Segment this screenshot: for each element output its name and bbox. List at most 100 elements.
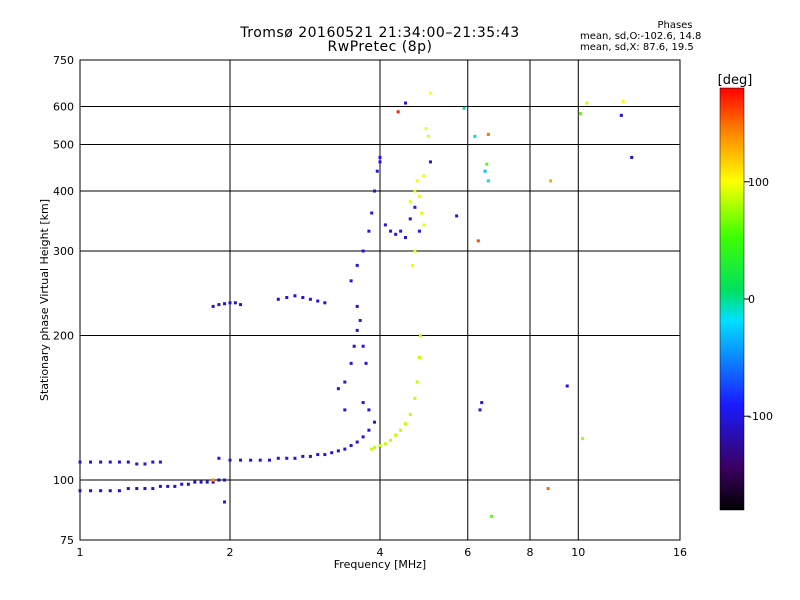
data-point [408, 412, 412, 416]
x-axis-label: Frequency [MHz] [334, 558, 426, 571]
data-point [396, 110, 400, 114]
data-point [239, 458, 243, 462]
data-point [316, 299, 320, 303]
data-point [355, 263, 359, 267]
x-tick-label: 4 [377, 546, 384, 559]
data-point [403, 236, 407, 240]
data-point [336, 387, 340, 391]
data-point [267, 458, 271, 462]
data-point [426, 134, 430, 138]
data-point [490, 514, 494, 518]
data-point [578, 112, 582, 116]
data-point [89, 460, 93, 464]
data-point [78, 489, 82, 493]
data-point [108, 460, 112, 464]
data-point [233, 301, 237, 305]
data-point [373, 189, 377, 193]
data-point [630, 155, 634, 159]
y-tick-label: 400 [53, 185, 74, 198]
x-tick-label: 2 [227, 546, 234, 559]
data-point [486, 179, 490, 183]
data-point [483, 169, 487, 173]
colorbar-label: [deg] [718, 73, 753, 88]
data-point [367, 428, 371, 432]
data-point [364, 361, 368, 365]
data-point [413, 249, 417, 253]
data-point [418, 334, 422, 338]
data-point [258, 458, 262, 462]
data-point [546, 487, 550, 491]
data-point [308, 454, 312, 458]
phases-line2: mean, sd,X: 87.6, 19.5 [580, 42, 694, 53]
data-point [373, 420, 377, 424]
data-point [217, 303, 221, 307]
data-point [417, 194, 421, 198]
data-point [621, 99, 625, 103]
data-point [276, 456, 280, 460]
data-point [193, 480, 197, 484]
title-line1: Tromsø 20160521 21:34:00–21:35:43 [240, 25, 520, 41]
phases-summary: Phases mean, sd,O:-102.6, 14.8 mean, sd,… [580, 20, 740, 53]
data-point [349, 361, 353, 365]
data-point [422, 174, 426, 178]
data-point [375, 169, 379, 173]
data-point [349, 279, 353, 283]
data-point [336, 449, 340, 453]
data-point [408, 217, 412, 221]
data-point [180, 482, 184, 486]
plot-frame [79, 59, 681, 541]
colorbar-tick-label: 0 [748, 293, 755, 306]
data-point [361, 401, 365, 405]
x-tick-label: 10 [571, 546, 585, 559]
data-point [476, 239, 480, 243]
data-point [370, 447, 374, 451]
data-point [424, 126, 428, 130]
data-point [411, 263, 415, 267]
data-point [89, 489, 93, 493]
data-point [293, 294, 297, 298]
data-point [151, 487, 155, 491]
data-point [330, 451, 334, 455]
chart-title: Tromsø 20160521 21:34:00–21:35:43 RwPret… [160, 26, 600, 54]
data-point [239, 303, 243, 307]
data-point [565, 384, 569, 388]
data-point [355, 304, 359, 308]
data-point [383, 442, 387, 446]
data-point [420, 211, 424, 215]
data-point [352, 344, 356, 348]
phases-title: Phases [657, 20, 693, 31]
data-point [403, 422, 407, 426]
y-axis-label: Stationary phase Virtual Height [km] [38, 199, 51, 401]
x-tick-label: 6 [464, 546, 471, 559]
x-tick-label: 1 [77, 546, 84, 559]
title-line2: RwPretec (8p) [327, 39, 433, 55]
data-point [316, 453, 320, 457]
data-point [166, 484, 170, 488]
y-tick-label: 200 [53, 330, 74, 343]
data-point [151, 460, 155, 464]
y-tick-label: 100 [53, 474, 74, 487]
data-point [422, 223, 426, 227]
data-point [211, 478, 215, 482]
data-point [217, 456, 221, 460]
data-point [549, 179, 553, 183]
data-point [108, 489, 112, 493]
colorbar-ticks: 100 0 -100 [744, 176, 773, 423]
data-point [135, 462, 139, 466]
data-point [349, 444, 353, 448]
colorbar [719, 87, 745, 511]
data-point [126, 460, 130, 464]
data-points [78, 91, 634, 518]
data-point [394, 232, 398, 236]
data-point [480, 401, 484, 405]
data-point [370, 211, 374, 215]
data-point [223, 302, 227, 306]
data-point [485, 162, 489, 166]
y-tick-label: 500 [53, 139, 74, 152]
data-point [455, 214, 459, 218]
data-point [389, 438, 393, 442]
data-point [217, 478, 221, 482]
data-point [158, 484, 162, 488]
data-point [343, 408, 347, 412]
